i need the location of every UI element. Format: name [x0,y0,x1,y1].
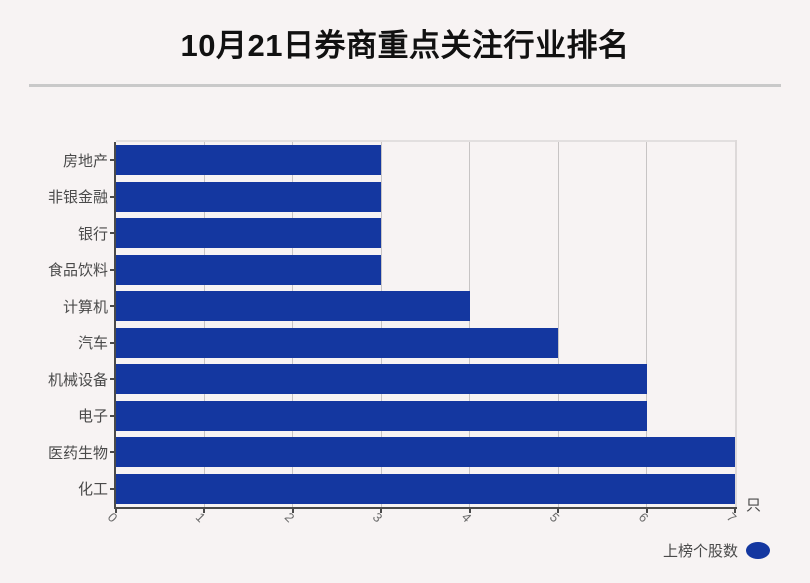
y-tick-mark [110,378,114,381]
bar-医药生物 [116,437,735,468]
bar-汽车 [116,327,559,358]
y-tick-mark [110,268,114,271]
legend: 上榜个股数 [0,540,770,560]
x-axis-line [114,507,737,509]
y-axis-line [114,142,116,509]
bar-银行 [116,218,382,249]
y-tick-mark [110,341,114,344]
grid-line-2 [292,142,294,507]
grid-line-1 [203,142,205,507]
grid-line-3 [380,142,382,507]
bar-电子 [116,400,647,431]
y-tick-mark [110,414,114,417]
y-tick-mark [110,451,114,454]
grid-line-4 [469,142,471,507]
bar-房地产 [116,145,382,176]
legend-label: 上榜个股数 [662,542,738,560]
x-tick-mark-2 [291,509,294,513]
legend-marker-ellipse [746,541,770,559]
bar-机械设备 [116,364,647,395]
page-title: 10月21日券商重点关注行业排名 [180,28,630,63]
bar-chart-plot-area [110,140,737,513]
bar-食品饮料 [116,254,382,285]
category-label-非银金融: 非银金融 [47,189,108,207]
category-label-汽车: 汽车 [77,335,108,353]
bar-计算机 [116,291,470,322]
x-tick-mark-1 [203,509,206,513]
x-tick-mark-0 [115,509,117,513]
plot-border-right [735,140,737,507]
category-label-房地产: 房地产 [62,152,108,170]
category-label-医药生物: 医药生物 [47,444,108,462]
category-label-机械设备: 机械设备 [47,371,108,389]
bar-化工 [116,473,735,504]
x-tick-mark-4 [468,509,471,513]
y-tick-mark [110,195,114,198]
grid-line-6 [646,142,648,507]
category-label-计算机: 计算机 [62,298,108,316]
category-label-化工: 化工 [77,481,108,499]
bar-非银金融 [116,181,382,212]
x-tick-mark-6 [645,509,648,513]
category-label-电子: 电子 [77,408,108,426]
category-label-食品饮料: 食品饮料 [47,262,108,280]
y-tick-mark [110,487,114,490]
grid-line-5 [557,142,559,507]
y-tick-mark [110,159,114,162]
x-tick-mark-7 [734,509,736,513]
y-tick-mark [110,232,114,235]
category-label-银行: 银行 [77,225,108,243]
y-tick-mark [110,305,114,308]
x-tick-mark-3 [380,509,383,513]
plot-border-top [116,140,737,142]
x-tick-mark-5 [557,509,560,513]
x-axis-unit-label: 只 [746,497,762,514]
title-divider [29,84,781,87]
